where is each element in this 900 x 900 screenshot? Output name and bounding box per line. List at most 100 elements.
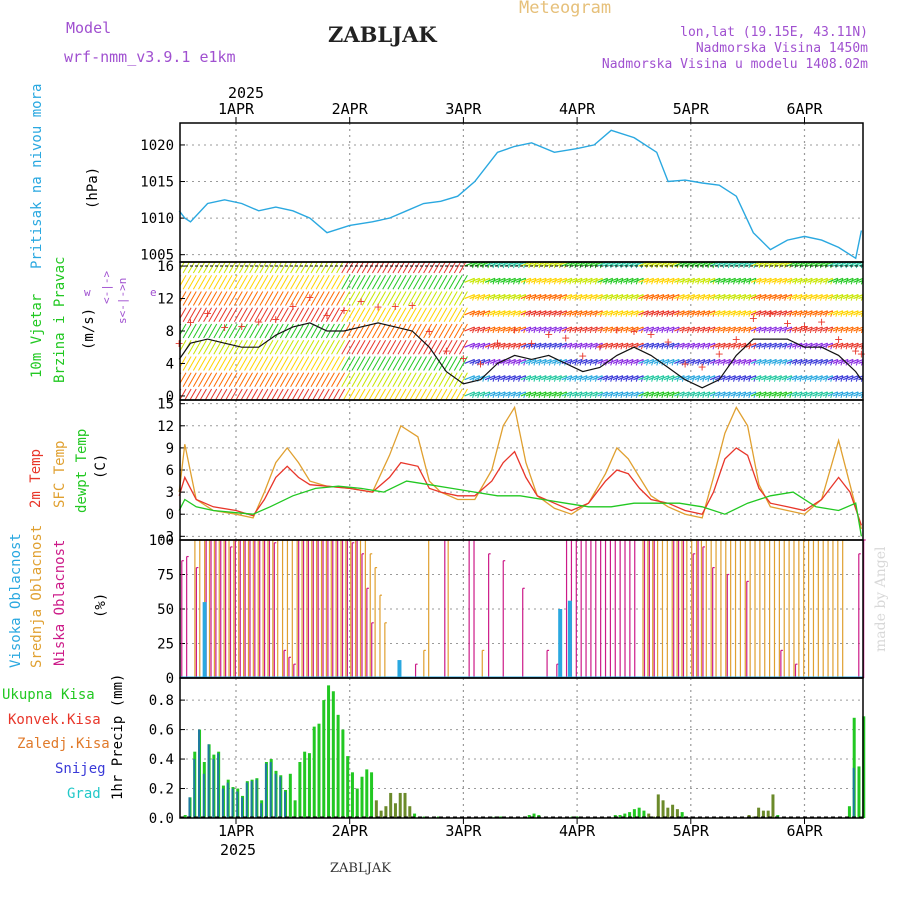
wind-barb: [510, 293, 521, 300]
wind-barb: [418, 372, 427, 387]
wind-barb: [735, 391, 746, 397]
wind-barb: [469, 358, 480, 365]
model-name: wrf-nmm_v3.9.1 e1km: [64, 48, 236, 66]
wind-barb: [822, 293, 833, 300]
wind-barb-tick: [867, 343, 869, 349]
wind-barb: [622, 358, 634, 365]
wind-barb: [551, 277, 562, 283]
precip-total-bar: [857, 766, 861, 818]
wind-barb: [387, 372, 397, 387]
wind-barb: [684, 342, 695, 348]
pressure-tick-label: 1005: [140, 248, 174, 264]
wind-barb: [648, 277, 659, 283]
wind-barb: [392, 323, 402, 339]
wind-barb-tick: [877, 343, 879, 349]
wind-barb: [407, 356, 417, 371]
wind-barb: [372, 291, 381, 306]
wind-barb: [438, 275, 448, 290]
wind-barb: [336, 372, 346, 387]
wind-barb: [827, 342, 839, 348]
wind-barb: [305, 275, 315, 290]
wind-barb: [725, 293, 736, 300]
wind-barb: [187, 323, 197, 339]
wind-barb: [495, 310, 506, 316]
wind-barb-tick: [887, 327, 889, 333]
wind-barb: [755, 293, 767, 300]
wind-barb: [464, 326, 475, 332]
wind-barb: [259, 339, 269, 355]
wind-barb: [320, 323, 330, 339]
wind-barb: [658, 277, 670, 283]
precip-snow-bar: [212, 759, 215, 818]
wind-barb: [464, 391, 475, 397]
wind-barb: [874, 343, 884, 347]
wind-barb: [331, 291, 340, 306]
wind-barb: [448, 372, 458, 387]
wind-barb: [489, 391, 501, 397]
wind-barb: [295, 307, 305, 323]
wind-barb: [325, 275, 335, 290]
wind-barb: [761, 342, 772, 348]
wind-barb: [755, 310, 767, 316]
wind-barb: [510, 391, 521, 397]
top-day-label: 1APR: [218, 100, 255, 118]
wind-barb: [180, 372, 187, 385]
wind-barb: [285, 323, 294, 339]
wind-barb: [397, 356, 407, 371]
wind-barb: [674, 293, 685, 300]
wind-barb: [884, 278, 894, 282]
cloud-tick-label: 100: [149, 533, 174, 549]
wind-barb: [827, 391, 839, 397]
wind-barb: [771, 358, 782, 365]
wind-barb: [479, 342, 491, 348]
wind-barb: [233, 291, 243, 306]
precip-total-bar: [331, 691, 335, 818]
wind-barb: [643, 358, 654, 365]
wind-barb: [198, 356, 207, 371]
precip-total-bar: [757, 807, 761, 818]
wind-barb: [336, 339, 346, 355]
wind-barb-tick: [882, 359, 884, 365]
precip-total-bar: [350, 772, 354, 818]
wind-barb: [495, 326, 506, 332]
wind-barb: [807, 375, 818, 381]
wind-barb-tick: [882, 295, 884, 301]
wind-barb: [489, 293, 501, 300]
temp-tick-label: 12: [157, 419, 174, 435]
wind-barb: [530, 358, 542, 365]
wind-barb: [254, 291, 264, 306]
wind-barb: [822, 310, 833, 316]
precip-snow-bar: [188, 797, 191, 818]
wind-barb: [366, 323, 376, 339]
wind-barb: [653, 310, 665, 316]
wind-barb: [377, 323, 386, 339]
wind-barb: [720, 310, 731, 316]
wind-barb: [837, 277, 849, 283]
wind-barb: [786, 391, 798, 397]
wind-barb: [264, 356, 274, 371]
wind-barb: [817, 326, 828, 332]
wind-barb: [274, 372, 284, 387]
wind-barb: [884, 295, 894, 299]
precip-total-bar: [637, 807, 641, 818]
wind-barb: [331, 275, 340, 290]
wind-barb-tick: [882, 311, 884, 317]
wind-barb: [244, 307, 253, 323]
wind-barb: [633, 277, 644, 283]
wind-barb: [720, 293, 731, 300]
wind-barb: [653, 293, 665, 300]
wind-barb: [203, 372, 213, 387]
wind-barb: [310, 339, 320, 355]
wind-barb: [301, 388, 310, 400]
wind-barb: [484, 342, 496, 348]
wind-barb: [515, 293, 526, 300]
wind-barb: [464, 358, 475, 365]
wind-barb-tick: [867, 359, 869, 365]
wind-barb: [704, 310, 716, 316]
wind-barb: [382, 356, 392, 371]
wind-barb: [495, 277, 506, 283]
wind-barb: [576, 277, 588, 283]
wind-barb: [500, 293, 511, 300]
precip-total-bar: [288, 773, 292, 818]
cloud-tick-label: 75: [157, 568, 174, 584]
